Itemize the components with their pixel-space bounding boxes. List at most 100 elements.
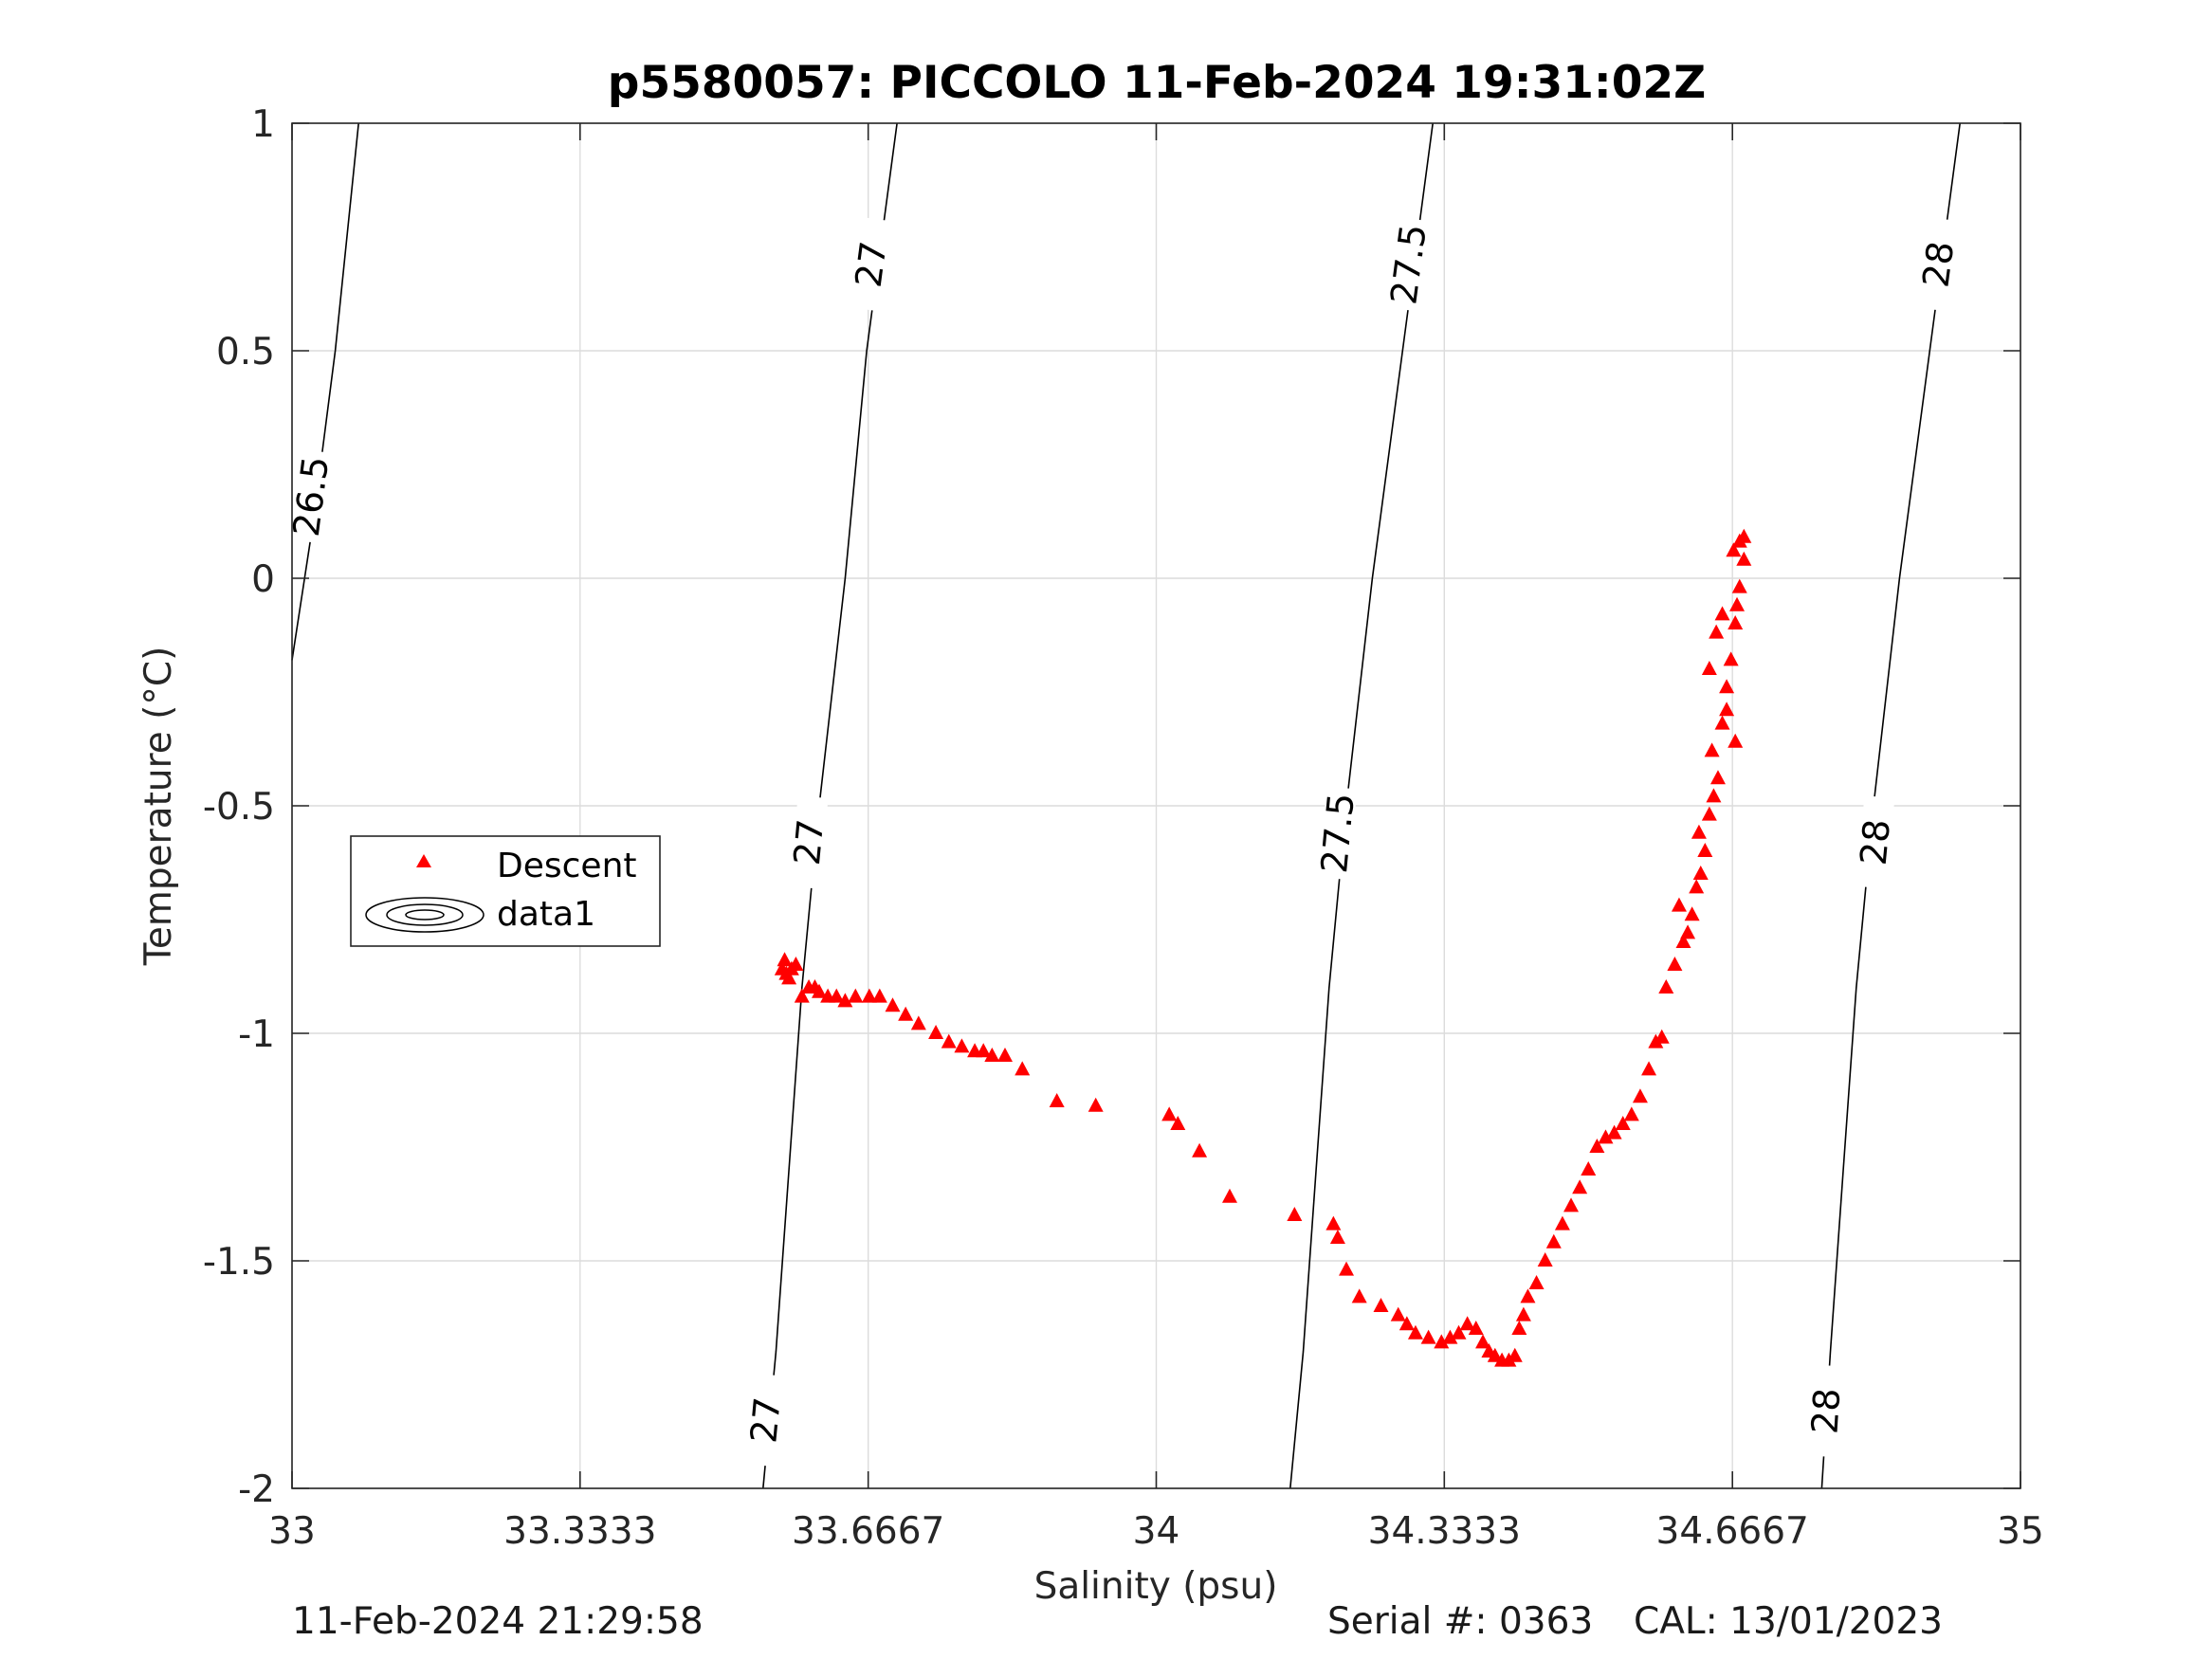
descent-point	[1606, 1124, 1622, 1139]
descent-point	[1398, 1316, 1415, 1331]
axis-ticks: 33 33.3333 33.6667 34 34.3333 34.6667 35 -2 -1.5…	[203, 103, 2044, 1553]
isopycnal-label: 28	[1803, 1387, 1848, 1435]
y-tick-label: -1	[238, 1013, 275, 1056]
descent-point	[848, 988, 864, 1003]
descent-point	[837, 993, 853, 1008]
y-tick-label: -0.5	[203, 786, 275, 829]
x-axis-label: Salinity (psu)	[1034, 1565, 1278, 1608]
descent-point	[1221, 1188, 1237, 1203]
descent-point	[1520, 1288, 1536, 1304]
descent-point	[1691, 824, 1707, 839]
isopycnal-line	[291, 122, 359, 661]
isopycnal-label-bg	[1318, 786, 1358, 881]
descent-point	[1709, 624, 1725, 639]
x-tick-label: 35	[1997, 1510, 2044, 1553]
descent-point	[1658, 979, 1674, 994]
descent-point	[1537, 1252, 1553, 1267]
descent-point	[1170, 1116, 1186, 1130]
descent-point	[1459, 1316, 1475, 1331]
descent-point	[1351, 1288, 1367, 1304]
descent-point	[976, 1043, 992, 1058]
descent-point	[794, 988, 810, 1003]
descent-point	[1329, 1230, 1345, 1244]
descent-point	[1719, 679, 1735, 694]
legend: Descent data1	[350, 835, 661, 947]
y-axis-label: Temperature (°C)	[137, 647, 180, 967]
descent-point	[1339, 1261, 1355, 1276]
isopycnal-label-bg	[1387, 217, 1430, 312]
footer-serial: Serial #: 0363	[1327, 1600, 1594, 1643]
descent-point	[1287, 1207, 1303, 1221]
isopycnal-label: 27	[786, 817, 832, 866]
x-tick-label: 33	[268, 1510, 316, 1553]
legend-data1-label: data1	[497, 895, 595, 934]
descent-point	[1697, 843, 1713, 857]
legend-triangle-marker	[416, 854, 431, 867]
descent-point	[1468, 1321, 1484, 1335]
descent-point	[1088, 1097, 1104, 1112]
x-tick-label: 33.6667	[792, 1510, 944, 1553]
descent-point	[1325, 1215, 1342, 1231]
descent-point	[954, 1038, 970, 1053]
descent-point	[910, 1015, 926, 1030]
descent-point	[928, 1025, 944, 1039]
descent-point	[984, 1048, 1000, 1062]
isopycnal-label: 27.5	[1382, 222, 1435, 307]
isopycnal-label-bg	[850, 217, 892, 312]
descent-point	[1632, 1088, 1648, 1103]
descent-point	[1671, 897, 1687, 912]
descent-point	[1563, 1197, 1580, 1212]
descent-point	[1554, 1215, 1570, 1231]
descent-point	[1161, 1106, 1178, 1121]
descent-point	[777, 952, 793, 967]
chart-title: p5580057: PICCOLO 11-Feb-2024 19:31:02Z	[608, 57, 1706, 109]
isopycnal-label-bg	[789, 795, 829, 889]
x-tick-label: 33.3333	[503, 1510, 656, 1553]
y-tick-label: 0	[251, 558, 275, 601]
isopycnal-label-bg	[1856, 795, 1895, 889]
descent-point	[1390, 1306, 1406, 1322]
descent-point	[1641, 1061, 1657, 1076]
footer-timestamp: 11-Feb-2024 21:29:58	[292, 1600, 704, 1643]
isopycnal-label: 27.5	[1313, 792, 1362, 875]
legend-box	[350, 835, 661, 947]
descent-point	[885, 997, 901, 1012]
descent-point	[829, 988, 845, 1003]
legend-contour-icon	[365, 897, 484, 933]
x-tick-label: 34.6667	[1656, 1510, 1809, 1553]
descent-point	[996, 1048, 1013, 1062]
descent-point	[1581, 1161, 1597, 1176]
descent-point	[1736, 551, 1752, 566]
footer-calibration: CAL: 13/01/2023	[1634, 1600, 1943, 1643]
legend-descent-label: Descent	[497, 847, 637, 885]
descent-point	[1598, 1129, 1614, 1144]
descent-point	[1684, 906, 1700, 921]
descent-point	[1615, 1116, 1631, 1130]
descent-point	[871, 988, 887, 1003]
descent-point	[1192, 1142, 1208, 1158]
descent-point	[1706, 788, 1722, 803]
isopycnal-label: 28	[1853, 817, 1898, 866]
descent-point	[1728, 733, 1744, 748]
descent-point	[1692, 866, 1709, 880]
grid	[291, 122, 2021, 1489]
y-tick-label: 1	[251, 103, 275, 146]
descent-point	[1545, 1233, 1562, 1249]
descent-point	[1704, 742, 1720, 757]
isopycnal-line	[762, 122, 898, 1489]
descent-point	[1731, 578, 1747, 593]
descent-point	[1701, 806, 1717, 821]
descent-point	[812, 983, 828, 998]
descent-point	[941, 1033, 957, 1048]
isopycnal-label-bg	[1917, 217, 1960, 312]
isopycnal-label: 28	[1914, 239, 1962, 290]
descent-point	[1434, 1334, 1450, 1349]
y-tick-label: -1.5	[203, 1241, 275, 1284]
descent-point	[1654, 1029, 1670, 1044]
y-tick-label: -2	[238, 1468, 275, 1511]
descent-point	[1407, 1324, 1423, 1340]
descent-point	[1723, 651, 1739, 666]
descent-point	[1015, 1061, 1031, 1076]
descent-point	[1528, 1275, 1545, 1289]
